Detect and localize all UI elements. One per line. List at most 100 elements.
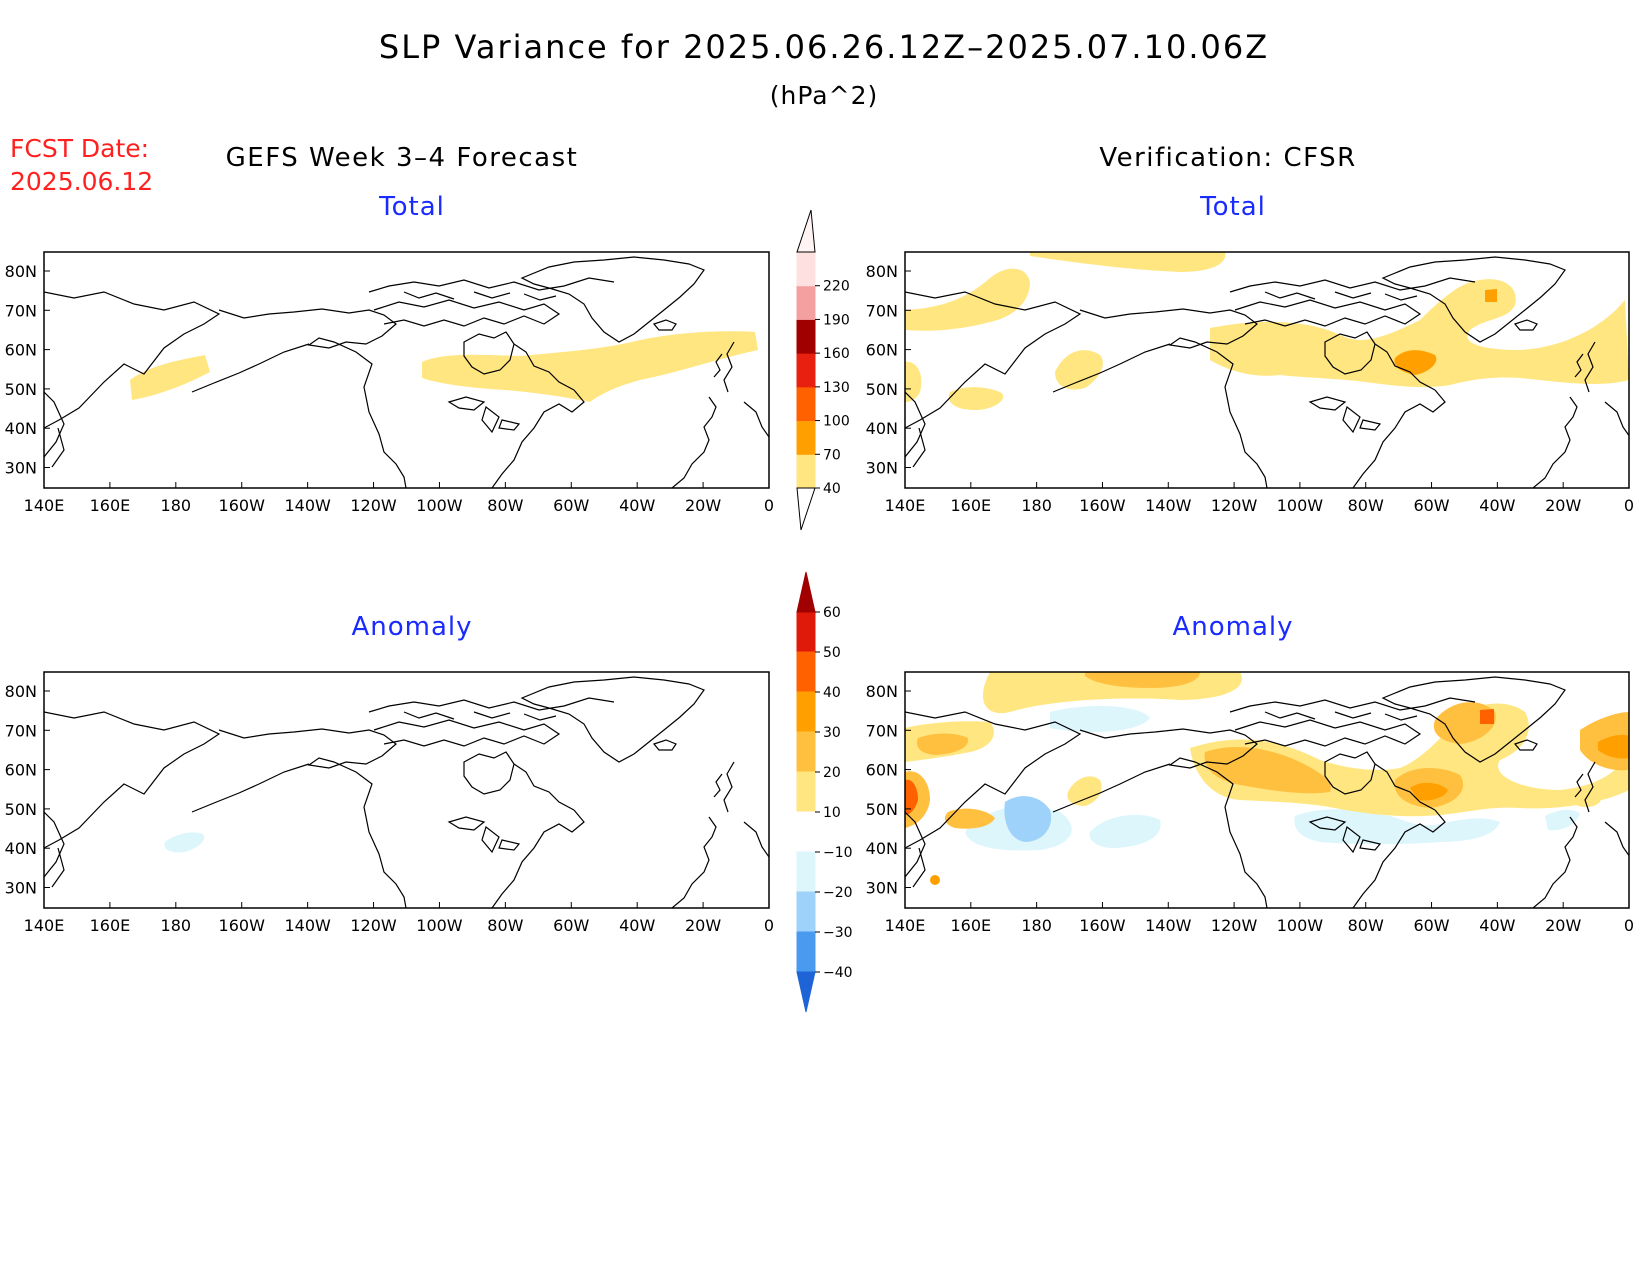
panel-title-forecast-anomaly: Anomaly bbox=[351, 612, 472, 642]
lon-tick-label: 180 bbox=[161, 496, 192, 515]
lon-tick-label: 120W bbox=[1211, 916, 1258, 935]
colorbar-total-label: 40 bbox=[823, 481, 841, 497]
lat-tick-label: 70N bbox=[5, 301, 37, 320]
lon-tick-label: 140E bbox=[885, 916, 926, 935]
colorbar-anomaly-label: 30 bbox=[823, 725, 841, 741]
colorbar-anomaly-label: −20 bbox=[823, 885, 853, 901]
map-verification-total bbox=[904, 251, 1630, 489]
figure-units: (hPa^2) bbox=[770, 81, 878, 110]
lon-tick-label: 100W bbox=[1277, 916, 1324, 935]
colorbar-anomaly-top-arrow bbox=[796, 571, 816, 613]
lon-tick-label: 80W bbox=[1348, 916, 1384, 935]
lon-tick-label: 180 bbox=[1021, 496, 1052, 515]
lon-tick-label: 120W bbox=[350, 916, 397, 935]
lat-tick-label: 40N bbox=[866, 839, 898, 858]
lon-tick-label: 60W bbox=[553, 916, 589, 935]
verification-heading: Verification: CFSR bbox=[1099, 143, 1356, 173]
lon-tick-label: 120W bbox=[1211, 496, 1258, 515]
shading-forecast-total bbox=[130, 331, 758, 402]
lon-tick-label: 100W bbox=[416, 916, 463, 935]
colorbar-anomaly-swatch bbox=[796, 891, 816, 933]
colorbar-total-swatch bbox=[796, 318, 816, 354]
forecast-heading: GEFS Week 3–4 Forecast bbox=[226, 143, 579, 173]
lon-tick-label: 40W bbox=[619, 496, 655, 515]
shading-verification-anomaly bbox=[905, 672, 1629, 885]
fcst-date-value: 2025.06.12 bbox=[10, 167, 153, 196]
colorbar-total-swatch bbox=[796, 420, 816, 455]
colorbar-total-label: 130 bbox=[823, 380, 850, 396]
lon-tick-label: 40W bbox=[619, 916, 655, 935]
panel-title-verification-anomaly: Anomaly bbox=[1172, 612, 1293, 642]
map-verification-anomaly bbox=[904, 671, 1630, 909]
lon-tick-label: 60W bbox=[1413, 916, 1449, 935]
lon-tick-label: 0 bbox=[1624, 916, 1634, 935]
lon-tick-label: 140E bbox=[24, 496, 65, 515]
lon-tick-label: 140W bbox=[1145, 916, 1192, 935]
shading-verification-total bbox=[905, 252, 1629, 410]
colorbar-anomaly-label: −30 bbox=[823, 925, 853, 941]
lon-tick-label: 160W bbox=[219, 496, 266, 515]
lat-tick-label: 80N bbox=[866, 262, 898, 281]
colorbar-anomaly-label: 10 bbox=[823, 805, 841, 821]
colorbar-anomaly-label: 60 bbox=[823, 605, 841, 621]
lat-tick-label: 30N bbox=[866, 459, 898, 478]
lon-tick-label: 160E bbox=[90, 916, 131, 935]
lat-tick-label: 50N bbox=[866, 380, 898, 399]
lat-tick-label: 40N bbox=[866, 419, 898, 438]
colorbar-anomaly-swatch bbox=[796, 811, 816, 853]
colorbar-anomaly-swatch bbox=[796, 851, 816, 893]
lat-tick-label: 30N bbox=[866, 879, 898, 898]
colorbar-total-swatch bbox=[796, 386, 816, 422]
colorbar-anomaly-swatch bbox=[796, 691, 816, 733]
lon-tick-label: 140E bbox=[24, 916, 65, 935]
colorbar-total-label: 220 bbox=[823, 279, 850, 295]
figure-title: SLP Variance for 2025.06.26.12Z–2025.07.… bbox=[379, 28, 1269, 66]
lon-tick-label: 80W bbox=[487, 916, 523, 935]
map-forecast-anomaly bbox=[43, 671, 770, 909]
lon-tick-label: 160W bbox=[1079, 496, 1126, 515]
colorbar-total-label: 70 bbox=[823, 447, 841, 463]
lat-tick-label: 50N bbox=[866, 800, 898, 819]
colorbar-anomaly-swatch bbox=[796, 771, 816, 813]
colorbar-anomaly-label: 40 bbox=[823, 685, 841, 701]
lon-tick-label: 100W bbox=[1277, 496, 1324, 515]
colorbar-anomaly-label: 20 bbox=[823, 765, 841, 781]
lon-tick-label: 0 bbox=[764, 496, 774, 515]
lat-tick-label: 30N bbox=[5, 879, 37, 898]
lon-tick-label: 100W bbox=[416, 496, 463, 515]
lon-tick-label: 160E bbox=[950, 496, 991, 515]
lon-tick-label: 180 bbox=[161, 916, 192, 935]
lon-tick-label: 120W bbox=[350, 496, 397, 515]
lon-tick-label: 140W bbox=[1145, 496, 1192, 515]
lat-tick-label: 60N bbox=[5, 341, 37, 360]
lon-tick-label: 80W bbox=[1348, 496, 1384, 515]
lat-tick-label: 60N bbox=[866, 341, 898, 360]
axis-labels: 140E 160E 180 160W 140W 120W 100W 80W 60W 40W 20W 0… bbox=[5, 262, 1634, 935]
fcst-date-label: FCST Date: bbox=[10, 134, 149, 163]
lon-tick-label: 180 bbox=[1021, 916, 1052, 935]
panel-title-verification-total: Total bbox=[1199, 192, 1266, 222]
colorbar-total-label: 190 bbox=[823, 312, 850, 328]
lon-tick-label: 140W bbox=[284, 496, 331, 515]
map-forecast-total bbox=[43, 251, 770, 489]
panel-title-forecast-total: Total bbox=[378, 192, 445, 222]
lon-tick-label: 0 bbox=[764, 916, 774, 935]
lon-tick-label: 160W bbox=[219, 916, 266, 935]
lon-tick-label: 160E bbox=[950, 916, 991, 935]
lat-tick-label: 50N bbox=[5, 380, 37, 399]
lon-tick-label: 40W bbox=[1479, 496, 1515, 515]
colorbar-anomaly-swatch bbox=[796, 931, 816, 973]
colorbar-total-swatch bbox=[796, 352, 816, 388]
lat-tick-label: 70N bbox=[866, 301, 898, 320]
colorbar-anomaly-bottom-arrow bbox=[796, 971, 816, 1013]
colorbar-total-swatch bbox=[796, 285, 816, 320]
lon-tick-label: 40W bbox=[1479, 916, 1515, 935]
lat-tick-label: 60N bbox=[866, 761, 898, 780]
lon-tick-label: 80W bbox=[487, 496, 523, 515]
colorbar-anomaly-swatch bbox=[796, 731, 816, 773]
colorbar-anomaly-swatch bbox=[796, 651, 816, 693]
lon-tick-label: 20W bbox=[685, 916, 721, 935]
lon-tick-label: 60W bbox=[1413, 496, 1449, 515]
colorbar-anomaly-swatch bbox=[796, 611, 816, 653]
lat-tick-label: 40N bbox=[5, 839, 37, 858]
